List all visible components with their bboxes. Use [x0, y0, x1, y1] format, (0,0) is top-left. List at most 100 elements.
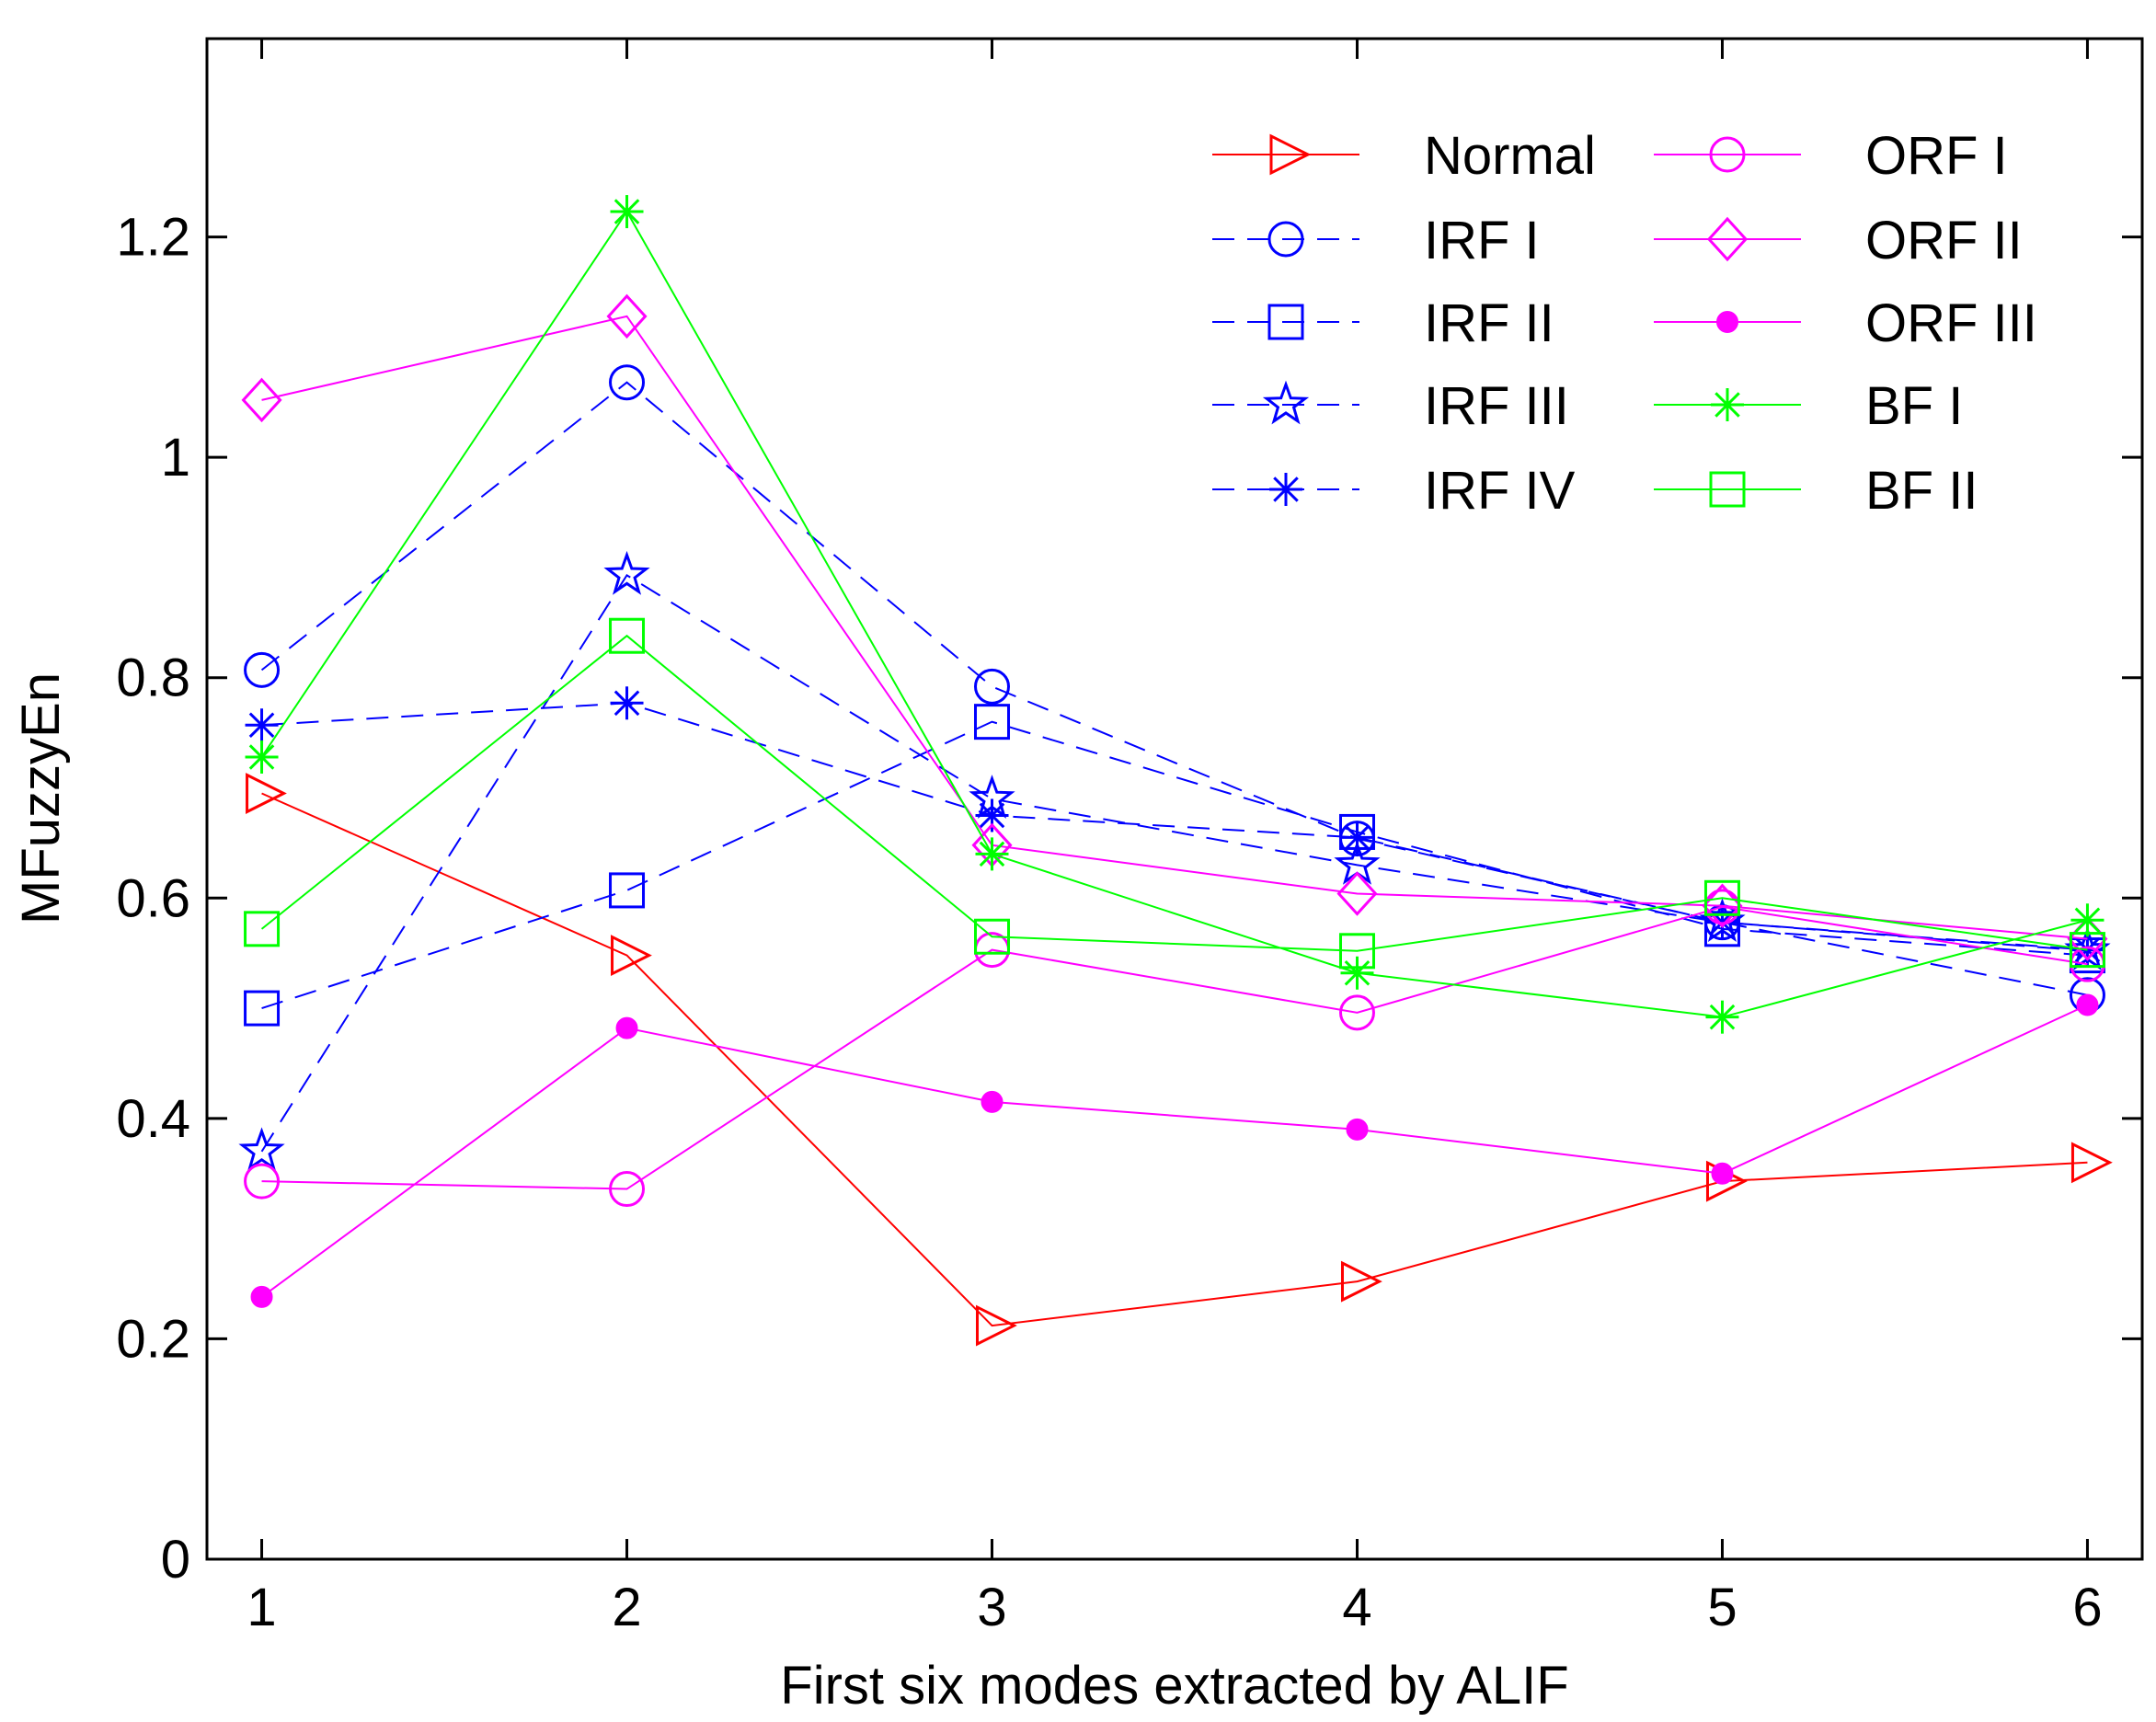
legend-marker — [1706, 216, 1749, 262]
legend-label: IRF IV — [1424, 461, 1576, 521]
series-orf-iii — [250, 993, 2099, 1308]
data-point — [609, 364, 646, 401]
data-point — [1340, 821, 1374, 855]
data-point — [244, 911, 281, 947]
data-point — [245, 740, 279, 774]
data-point — [238, 1127, 285, 1172]
y-tick-label: 1 — [161, 428, 190, 488]
data-point — [244, 990, 281, 1027]
series-line — [260, 381, 2088, 996]
data-point — [2070, 903, 2104, 937]
series-line — [260, 1004, 2088, 1298]
series-line — [261, 905, 2088, 1190]
data-point — [615, 1016, 638, 1039]
legend-marker — [1711, 388, 1744, 421]
data-point — [974, 668, 1011, 705]
data-point — [606, 293, 648, 339]
data-point — [1703, 879, 1740, 916]
data-point — [1338, 933, 1375, 970]
legend-label: Normal — [1424, 126, 1596, 186]
data-point — [1338, 994, 1375, 1031]
series-irf-i — [244, 364, 2105, 1014]
data-point — [974, 918, 1011, 955]
data-point — [246, 773, 287, 814]
data-point — [611, 935, 652, 977]
data-point — [610, 195, 644, 229]
legend-marker — [1267, 304, 1304, 340]
legend-label: IRF III — [1424, 376, 1569, 436]
data-point — [609, 617, 646, 654]
legend-label: IRF I — [1424, 211, 1540, 270]
data-point — [609, 1171, 646, 1208]
data-point — [1340, 1260, 1382, 1303]
legend-item: IRF I — [1212, 211, 1540, 270]
series-line — [261, 315, 2088, 940]
x-tick-label: 2 — [612, 1578, 641, 1637]
series-line — [260, 634, 2088, 952]
legend-item: Normal — [1212, 126, 1596, 186]
legend-item: ORF II — [1654, 211, 2023, 270]
series-irf-ii — [244, 704, 2105, 1027]
series-line — [261, 792, 2088, 1327]
y-tick-label: 0.8 — [116, 649, 190, 708]
legend-item: IRF III — [1212, 376, 1569, 436]
legend-marker — [1269, 473, 1302, 506]
series-bf-ii — [244, 617, 2105, 970]
data-point — [609, 872, 646, 909]
legend-label: IRF II — [1424, 293, 1554, 353]
series-irf-iii — [238, 550, 2111, 1172]
x-tick-label: 1 — [247, 1578, 276, 1637]
x-axis-label: First six modes extracted by ALIF — [780, 1656, 1568, 1716]
series-line — [261, 702, 2088, 951]
y-tick-label: 0.2 — [116, 1309, 190, 1369]
data-point — [981, 1090, 1003, 1113]
x-tick-label: 6 — [2072, 1578, 2102, 1637]
y-tick-label: 1.2 — [116, 208, 190, 268]
data-point — [244, 1163, 281, 1200]
data-point — [975, 837, 1009, 871]
data-point — [1711, 1162, 1734, 1185]
data-point — [610, 686, 644, 720]
data-point — [2070, 1142, 2113, 1184]
y-tick-label: 0.6 — [116, 868, 190, 928]
data-point — [2076, 993, 2099, 1016]
legend-label: ORF III — [1865, 293, 2037, 353]
plot-frame — [205, 37, 2144, 1561]
legend-label: ORF II — [1865, 211, 2023, 270]
legend-marker — [1709, 136, 1746, 173]
data-point — [1705, 1000, 1739, 1034]
series-line — [260, 573, 2088, 1153]
legend-label: ORF I — [1865, 126, 2008, 186]
x-tick-label: 3 — [977, 1578, 1006, 1637]
data-point — [2069, 932, 2105, 969]
legend-item: ORF III — [1654, 293, 2037, 353]
legend-item: ORF I — [1654, 126, 2008, 186]
series-line — [260, 210, 2088, 1018]
legend-marker — [1267, 221, 1304, 258]
legend-marker — [1709, 471, 1746, 508]
data-point — [1336, 871, 1378, 916]
series-orf-ii — [241, 293, 2108, 961]
data-point — [974, 704, 1011, 740]
series-bf-i — [245, 195, 2104, 1034]
data-point — [603, 550, 650, 595]
y-tick-label: 0 — [161, 1530, 190, 1590]
data-point — [241, 377, 282, 423]
data-point — [1346, 1118, 1369, 1141]
legend: Normal IRF I IRF II IRF III IRF IV ORF I ORF I… — [1212, 126, 2037, 521]
x-tick-label: 5 — [1707, 1578, 1737, 1637]
series-normal — [246, 773, 2113, 1347]
series-irf-iv — [245, 686, 2104, 967]
series-orf-i — [244, 889, 2105, 1208]
legend-marker — [1262, 380, 1310, 425]
legend-marker — [1269, 133, 1312, 176]
legend-marker — [1716, 311, 1738, 333]
legend-item: BF I — [1654, 376, 1963, 436]
data-point — [245, 708, 279, 742]
legend-label: BF II — [1865, 461, 1978, 521]
y-tick-label: 0.4 — [116, 1089, 190, 1149]
axes: 1 2 3 4 5 6 0 0.2 0.4 0.6 0.8 1 1.2 — [116, 39, 2142, 1637]
data-point — [1340, 956, 1374, 990]
legend-label: BF I — [1865, 376, 1963, 436]
